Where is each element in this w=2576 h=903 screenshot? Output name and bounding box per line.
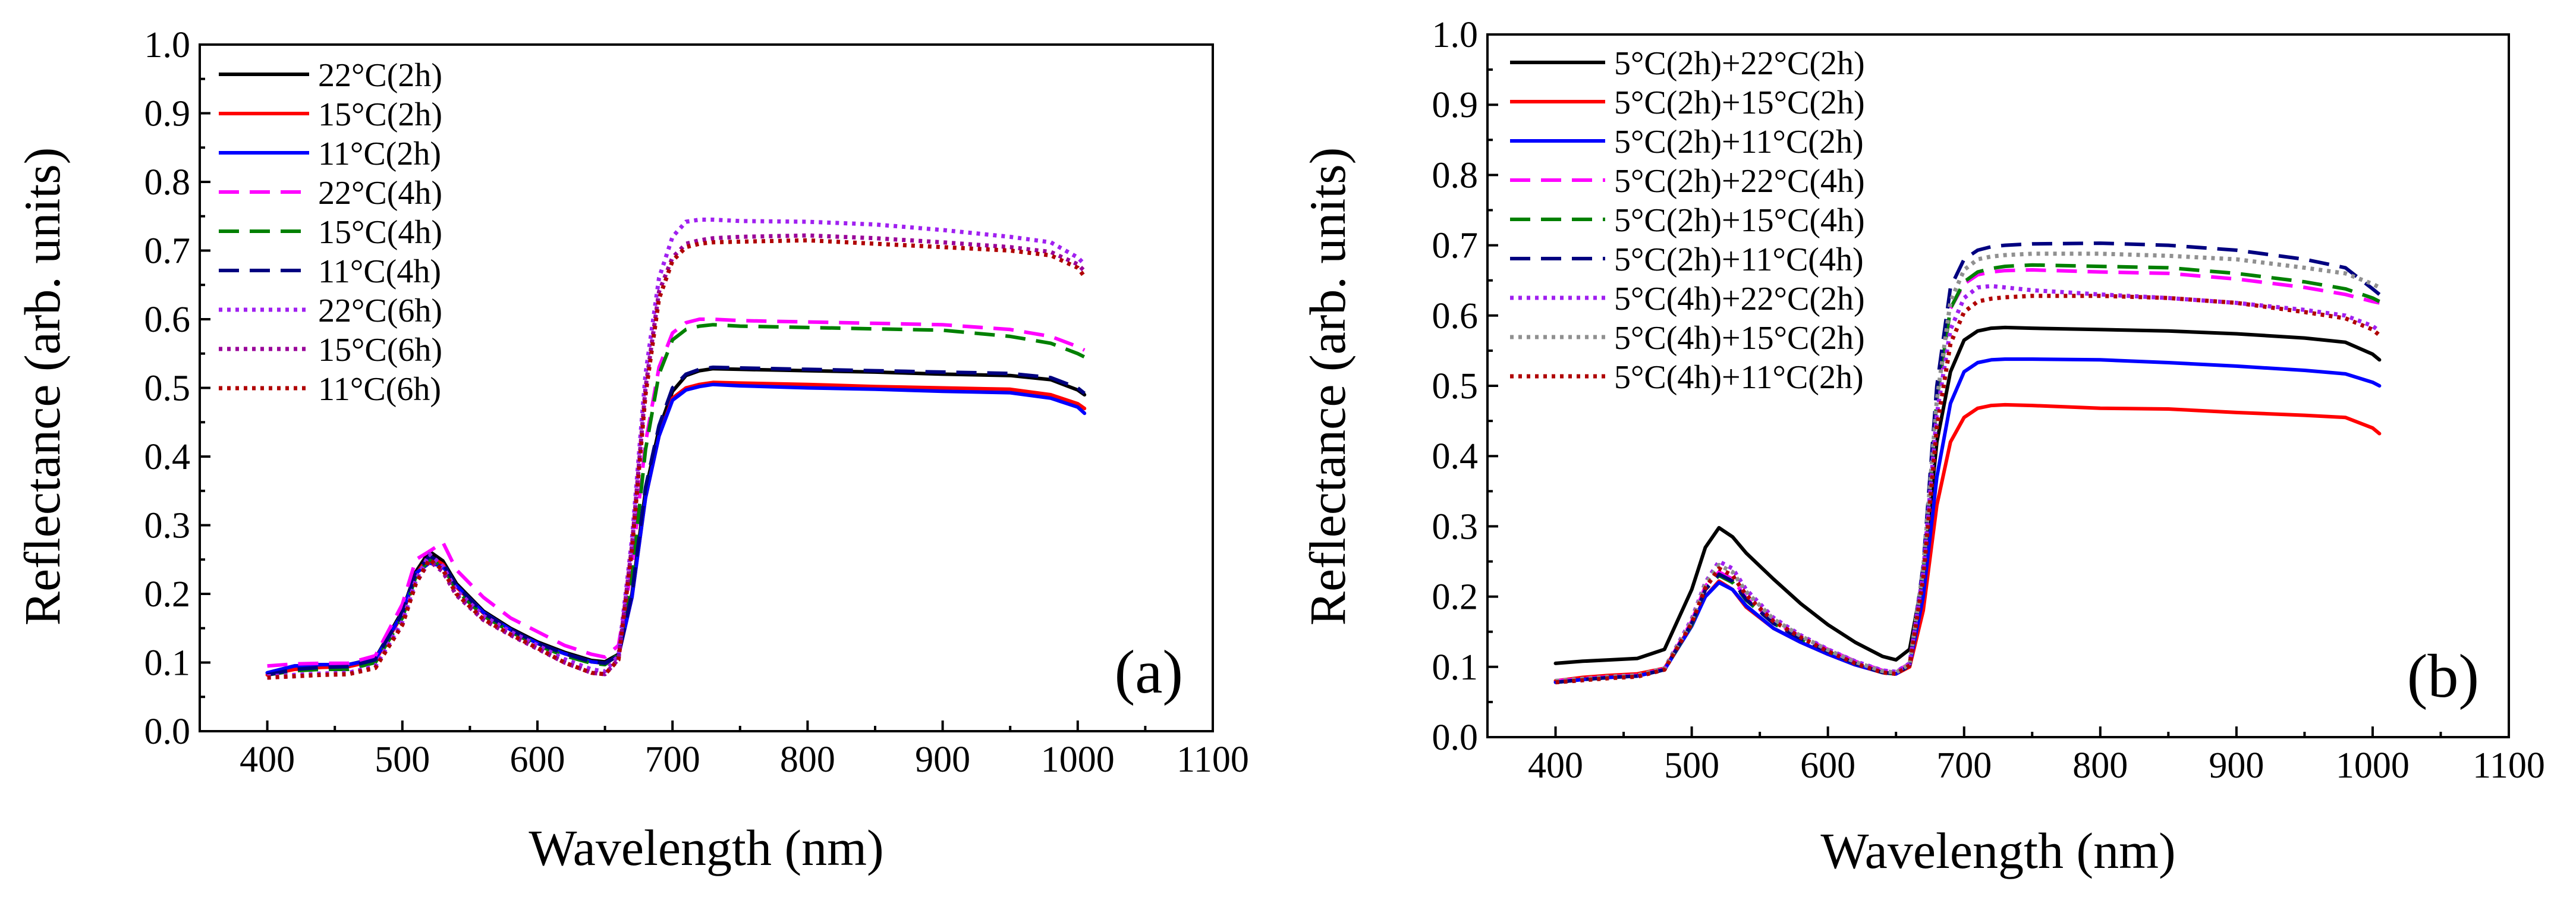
legend-a: 22°C(2h)15°C(2h)11°C(2h)22°C(4h)15°C(4h)… (219, 57, 442, 408)
series-line-a-9 (267, 238, 1086, 680)
legend-label-b-1: 5°C(2h)+22°C(2h) (1614, 45, 1865, 82)
y-tick-label-a-0.6: 0.6 (144, 300, 191, 340)
x-tick-label-a-600: 600 (510, 740, 565, 780)
y-tick-label-b-0.6: 0.6 (1432, 296, 1479, 336)
x-tick-label-b-1000: 1000 (2336, 745, 2410, 786)
y-tick-label-a-0.2: 0.2 (144, 574, 191, 615)
x-tick-label-b-900: 900 (2209, 745, 2264, 786)
y-tick-label-b-0.2: 0.2 (1432, 577, 1479, 618)
x-axis-title-a: Wavelength (nm) (529, 819, 883, 876)
y-tick-label-b-0.3: 0.3 (1432, 506, 1479, 547)
y-tick-label-a-0.1: 0.1 (144, 643, 191, 684)
x-tick-label-b-400: 400 (1528, 745, 1583, 786)
legend-label-b-8: 5°C(4h)+15°C(2h) (1614, 320, 1865, 357)
y-tick-label-a-1.0: 1.0 (144, 25, 191, 65)
y-tick-label-b-0.5: 0.5 (1432, 366, 1479, 407)
x-tick-label-a-800: 800 (780, 740, 835, 780)
x-tick-label-a-700: 700 (645, 740, 700, 780)
x-tick-label-a-1000: 1000 (1041, 740, 1115, 780)
legend-label-b-4: 5°C(2h)+22°C(4h) (1614, 163, 1865, 200)
x-tick-label-a-1100: 1100 (1177, 740, 1249, 780)
legend-label-a-9: 11°C(6h) (318, 371, 441, 408)
legend-label-b-7: 5°C(4h)+22°C(2h) (1614, 281, 1865, 317)
y-tick-label-b-0.4: 0.4 (1432, 436, 1479, 477)
legend-label-a-6: 11°C(4h) (318, 253, 441, 290)
y-tick-label-b-1.0: 1.0 (1432, 15, 1479, 55)
series-line-b-3 (1553, 357, 2382, 684)
x-tick-label-b-800: 800 (2072, 745, 2128, 786)
y-axis-title-a: Reflectance (arb. units) (14, 147, 71, 626)
legend-label-b-3: 5°C(2h)+11°C(2h) (1614, 124, 1864, 161)
y-tick-label-a-0.0: 0.0 (144, 712, 191, 752)
y-tick-label-b-0.9: 0.9 (1432, 85, 1479, 125)
x-tick-label-b-500: 500 (1664, 745, 1719, 786)
y-axis-title-b: Reflectance (arb. units) (1299, 147, 1356, 626)
x-tick-label-a-900: 900 (915, 740, 970, 780)
y-tick-label-a-0.3: 0.3 (144, 506, 191, 546)
panel-b-chart: 400 500 600 700 800 900 1000 1100 0.0 0.1 0.2 0.3 0.… (1299, 15, 2545, 879)
legend-label-b-5: 5°C(2h)+15°C(4h) (1614, 202, 1865, 239)
y-tick-label-b-0.0: 0.0 (1432, 718, 1479, 758)
legend-b: 5°C(2h)+22°C(2h)5°C(2h)+15°C(2h)5°C(2h)+… (1510, 45, 1865, 396)
series-line-b-9 (1555, 294, 2381, 685)
series-line-b-1 (1553, 325, 2382, 665)
x-tick-label-b-1100: 1100 (2473, 745, 2545, 786)
x-tick-label-b-600: 600 (1800, 745, 1855, 786)
y-tick-label-b-0.8: 0.8 (1432, 155, 1479, 196)
legend-label-a-5: 15°C(4h) (318, 214, 442, 251)
legend-label-a-1: 22°C(2h) (318, 57, 442, 94)
y-tick-label-b-0.1: 0.1 (1432, 647, 1479, 688)
series-line-a-6 (266, 365, 1086, 677)
y-tick-label-a-0.4: 0.4 (144, 437, 191, 477)
legend-label-a-8: 15°C(6h) (318, 332, 442, 369)
legend-label-b-9: 5°C(4h)+11°C(2h) (1614, 359, 1864, 396)
legend-label-a-3: 11°C(2h) (318, 136, 441, 172)
legend-label-a-4: 22°C(4h) (318, 175, 442, 212)
y-tick-label-a-0.9: 0.9 (144, 94, 191, 134)
y-tick-label-b-0.7: 0.7 (1432, 226, 1479, 266)
panel-label-a: (a) (1115, 638, 1183, 706)
x-tick-label-a-400: 400 (240, 740, 295, 780)
panel-label-b: (b) (2407, 642, 2479, 710)
legend-label-a-7: 22°C(6h) (318, 292, 442, 329)
y-tick-label-a-0.5: 0.5 (144, 369, 191, 409)
panel-a-chart: 400 500 600 700 800 900 1000 1100 0.0 0.1 0.2 0.3 0.… (14, 25, 1249, 876)
x-axis-title-b: Wavelength (nm) (1820, 822, 2175, 879)
x-tick-label-b-700: 700 (1936, 745, 1992, 786)
legend-label-a-2: 15°C(2h) (318, 96, 442, 133)
y-tick-label-a-0.7: 0.7 (144, 231, 191, 272)
y-tick-label-a-0.8: 0.8 (144, 162, 191, 203)
legend-label-b-2: 5°C(2h)+15°C(2h) (1614, 84, 1865, 121)
legend-label-b-6: 5°C(2h)+11°C(4h) (1614, 241, 1864, 278)
x-tick-label-a-500: 500 (375, 740, 430, 780)
